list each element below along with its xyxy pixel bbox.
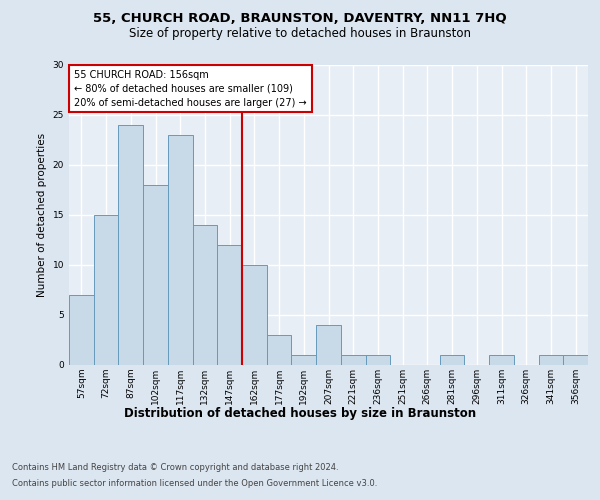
Bar: [563, 355, 588, 365]
Bar: [316, 325, 341, 365]
Bar: [440, 355, 464, 365]
Bar: [292, 355, 316, 365]
Bar: [217, 245, 242, 365]
Bar: [489, 355, 514, 365]
Text: Distribution of detached houses by size in Braunston: Distribution of detached houses by size …: [124, 408, 476, 420]
Y-axis label: Number of detached properties: Number of detached properties: [37, 133, 47, 297]
Bar: [341, 355, 365, 365]
Bar: [193, 225, 217, 365]
Text: Contains HM Land Registry data © Crown copyright and database right 2024.: Contains HM Land Registry data © Crown c…: [12, 462, 338, 471]
Bar: [242, 265, 267, 365]
Bar: [365, 355, 390, 365]
Bar: [539, 355, 563, 365]
Bar: [118, 125, 143, 365]
Text: 55 CHURCH ROAD: 156sqm
← 80% of detached houses are smaller (109)
20% of semi-de: 55 CHURCH ROAD: 156sqm ← 80% of detached…: [74, 70, 307, 108]
Bar: [267, 335, 292, 365]
Bar: [143, 185, 168, 365]
Bar: [168, 135, 193, 365]
Text: Contains public sector information licensed under the Open Government Licence v3: Contains public sector information licen…: [12, 478, 377, 488]
Bar: [69, 295, 94, 365]
Bar: [94, 215, 118, 365]
Text: Size of property relative to detached houses in Braunston: Size of property relative to detached ho…: [129, 28, 471, 40]
Text: 55, CHURCH ROAD, BRAUNSTON, DAVENTRY, NN11 7HQ: 55, CHURCH ROAD, BRAUNSTON, DAVENTRY, NN…: [93, 12, 507, 26]
